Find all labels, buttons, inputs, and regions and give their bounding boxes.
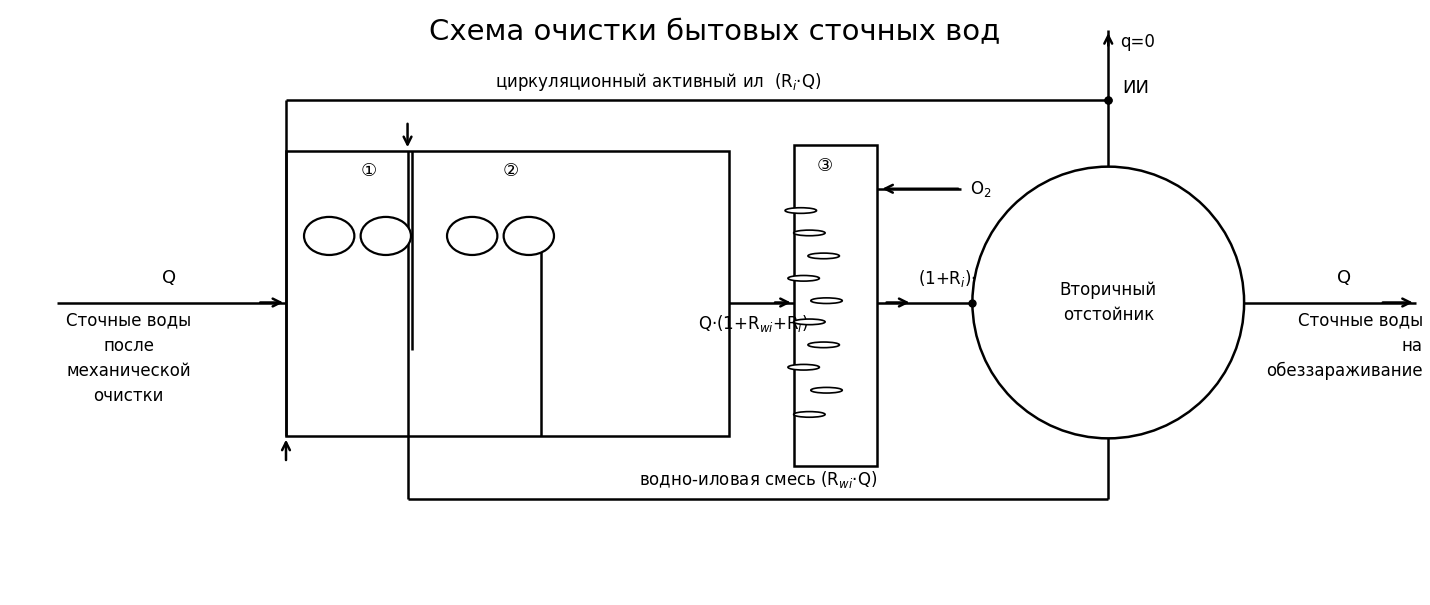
Ellipse shape [360, 217, 410, 255]
Ellipse shape [785, 208, 817, 214]
Ellipse shape [794, 230, 825, 236]
Text: O$_2$: O$_2$ [970, 178, 991, 199]
Ellipse shape [503, 217, 553, 255]
Text: Q: Q [162, 269, 176, 287]
Text: Q: Q [1337, 269, 1351, 287]
Bar [794, 145, 877, 466]
Text: Схема очистки бытовых сточных вод: Схема очистки бытовых сточных вод [429, 18, 1001, 46]
Ellipse shape [972, 166, 1244, 439]
Text: ИИ: ИИ [1123, 79, 1150, 97]
Text: ③: ③ [817, 157, 834, 175]
Ellipse shape [794, 319, 825, 325]
Ellipse shape [448, 217, 498, 255]
Text: ②: ② [502, 162, 519, 180]
Ellipse shape [811, 387, 842, 393]
Text: (1+R$_{i}$)·Q: (1+R$_{i}$)·Q [918, 268, 990, 289]
Text: водно-иловая смесь (R$_{wi}$·Q): водно-иловая смесь (R$_{wi}$·Q) [639, 469, 877, 490]
Ellipse shape [808, 253, 839, 259]
Ellipse shape [788, 275, 819, 281]
Text: Сточные воды
после
механической
очистки: Сточные воды после механической очистки [66, 312, 192, 405]
Ellipse shape [808, 342, 839, 348]
Ellipse shape [794, 411, 825, 417]
Bar [286, 151, 729, 436]
Text: Сточные воды
на
обеззараживание: Сточные воды на обеззараживание [1266, 312, 1423, 380]
Ellipse shape [811, 298, 842, 304]
Text: Вторичный
отстойник: Вторичный отстойник [1060, 281, 1157, 324]
Ellipse shape [305, 217, 355, 255]
Ellipse shape [788, 364, 819, 370]
Text: q=0: q=0 [1120, 33, 1154, 51]
Text: ①: ① [360, 162, 378, 180]
Text: циркуляционный активный ил  (R$_{i}$·Q): циркуляционный активный ил (R$_{i}$·Q) [495, 71, 821, 93]
Text: Q·(1+R$_{wi}$+R$_{i}$): Q·(1+R$_{wi}$+R$_{i}$) [698, 313, 809, 335]
